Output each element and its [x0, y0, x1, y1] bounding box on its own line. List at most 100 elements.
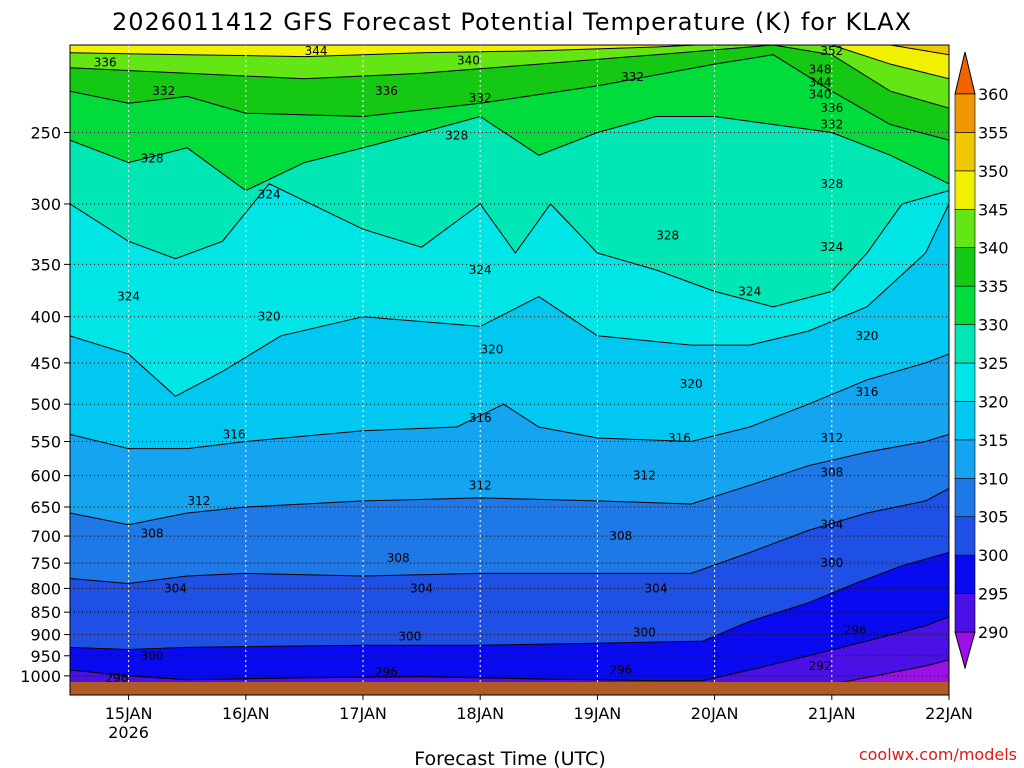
- x-axis: 15JAN202616JAN 17JAN 18JAN 19JAN 20JAN 21JAN 2…: [105, 695, 973, 742]
- contour-label: 296: [609, 663, 632, 677]
- colorbar-tick-label: 295: [978, 585, 1009, 604]
- colorbar-cell: [955, 132, 975, 170]
- colorbar-cell: [955, 478, 975, 516]
- colorbar-cell: [955, 248, 975, 286]
- colorbar-tick-label: 340: [978, 239, 1009, 258]
- colorbar-tick-label: 350: [978, 162, 1009, 181]
- contour-label: 308: [820, 465, 843, 479]
- y-tick-label: 450: [30, 354, 61, 373]
- contour-label: 332: [820, 118, 843, 132]
- contour-label: 316: [469, 411, 492, 425]
- colorbar-tick-label: 290: [978, 623, 1009, 642]
- contour-label: 320: [258, 310, 281, 324]
- colorbar-cell: [955, 517, 975, 555]
- contour-label: 336: [375, 84, 398, 98]
- colorbar-cell: [955, 594, 975, 632]
- y-tick-label: 300: [30, 195, 61, 214]
- colorbar-tick-label: 300: [978, 546, 1009, 565]
- y-tick-label: 350: [30, 255, 61, 274]
- contour-label: 348: [809, 63, 832, 77]
- contour-label: 300: [398, 630, 421, 644]
- contour-label: 328: [141, 151, 164, 165]
- contour-label: 328: [656, 228, 679, 242]
- y-tick-label: 600: [30, 467, 61, 486]
- x-axis-title: Forecast Time (UTC): [414, 748, 605, 768]
- colorbar-tick-label: 315: [978, 431, 1009, 450]
- colorbar-cell: [955, 94, 975, 132]
- y-tick-label: 500: [30, 395, 61, 414]
- colorbar-tick-label: 325: [978, 354, 1009, 373]
- colorbar-tick-label: 305: [978, 508, 1009, 527]
- y-tick-label: 400: [30, 308, 61, 327]
- colorbar-cell: [955, 325, 975, 363]
- contour-label: 316: [856, 385, 879, 399]
- contour-label: 304: [164, 581, 187, 595]
- y-tick-label: 900: [30, 626, 61, 645]
- colorbar-bottom-arrow: [955, 632, 975, 668]
- y-tick-label: 650: [30, 498, 61, 517]
- y-tick-label: 800: [30, 579, 61, 598]
- contour-label: 320: [480, 343, 503, 357]
- contour-label: 324: [820, 240, 843, 254]
- y-tick-label: 950: [30, 647, 61, 666]
- contour-label: 316: [223, 427, 246, 441]
- contour-label: 328: [820, 177, 843, 191]
- contour-label: 296: [844, 623, 867, 637]
- colorbar-cell: [955, 209, 975, 247]
- contour-label: 312: [633, 469, 656, 483]
- contour-label: 320: [856, 329, 879, 343]
- x-tick-label: 15JAN: [105, 704, 153, 723]
- y-tick-label: 1000: [20, 667, 61, 686]
- colorbar-cell: [955, 401, 975, 439]
- contour-label: 340: [809, 88, 832, 102]
- contour-label: 328: [445, 129, 468, 143]
- credit-text: coolwx.com/models: [859, 745, 1017, 764]
- x-tick-label: 21JAN: [808, 704, 856, 723]
- contour-label: 320: [680, 377, 703, 391]
- colorbar-tick-label: 330: [978, 316, 1009, 335]
- contour-label: 324: [738, 284, 761, 298]
- contour-label: 324: [469, 263, 492, 277]
- contour-label: 296: [375, 665, 398, 679]
- x-tick-label: 20JAN: [691, 704, 739, 723]
- terrain-strip: [70, 682, 949, 695]
- colorbar-tick-label: 320: [978, 392, 1009, 411]
- contour-label: 292: [809, 659, 832, 673]
- colorbar: 2902953003053103153203253303353403453503…: [955, 52, 1009, 668]
- contour-label: 340: [457, 53, 480, 67]
- y-tick-label: 750: [30, 554, 61, 573]
- contour-label: 344: [305, 44, 328, 58]
- colorbar-tick-label: 335: [978, 277, 1009, 296]
- x-tick-label: 17JAN: [339, 704, 387, 723]
- colorbar-cell: [955, 555, 975, 593]
- y-tick-label: 700: [30, 527, 61, 546]
- contour-label: 300: [633, 625, 656, 639]
- contour-label: 332: [621, 70, 644, 84]
- colorbar-tick-label: 355: [978, 123, 1009, 142]
- contour-label: 304: [410, 581, 433, 595]
- contour-label: 308: [609, 529, 632, 543]
- contour-label: 308: [141, 526, 164, 540]
- contour-label: 304: [645, 581, 668, 595]
- contour-label: 316: [668, 431, 691, 445]
- contour-label: 312: [187, 494, 210, 508]
- contour-label: 352: [820, 44, 843, 58]
- y-tick-label: 850: [30, 603, 61, 622]
- contour-label: 304: [820, 518, 843, 532]
- colorbar-cell: [955, 440, 975, 478]
- contour-label: 312: [469, 478, 492, 492]
- colorbar-cell: [955, 363, 975, 401]
- x-tick-sublabel: 2026: [108, 723, 149, 742]
- contour-label: 336: [820, 101, 843, 115]
- contour-label: 336: [94, 55, 117, 69]
- y-axis: 250 300 350 400 450 500 550 600 650 700 750 800 850 9…: [20, 123, 70, 685]
- contour-label: 332: [469, 91, 492, 105]
- colorbar-tick-label: 345: [978, 200, 1009, 219]
- y-tick-label: 550: [30, 433, 61, 452]
- contour-label: 324: [117, 290, 140, 304]
- x-tick-label: 18JAN: [456, 704, 504, 723]
- y-tick-label: 250: [30, 123, 61, 142]
- contour-label: 344: [809, 75, 832, 89]
- contour-label: 300: [820, 556, 843, 570]
